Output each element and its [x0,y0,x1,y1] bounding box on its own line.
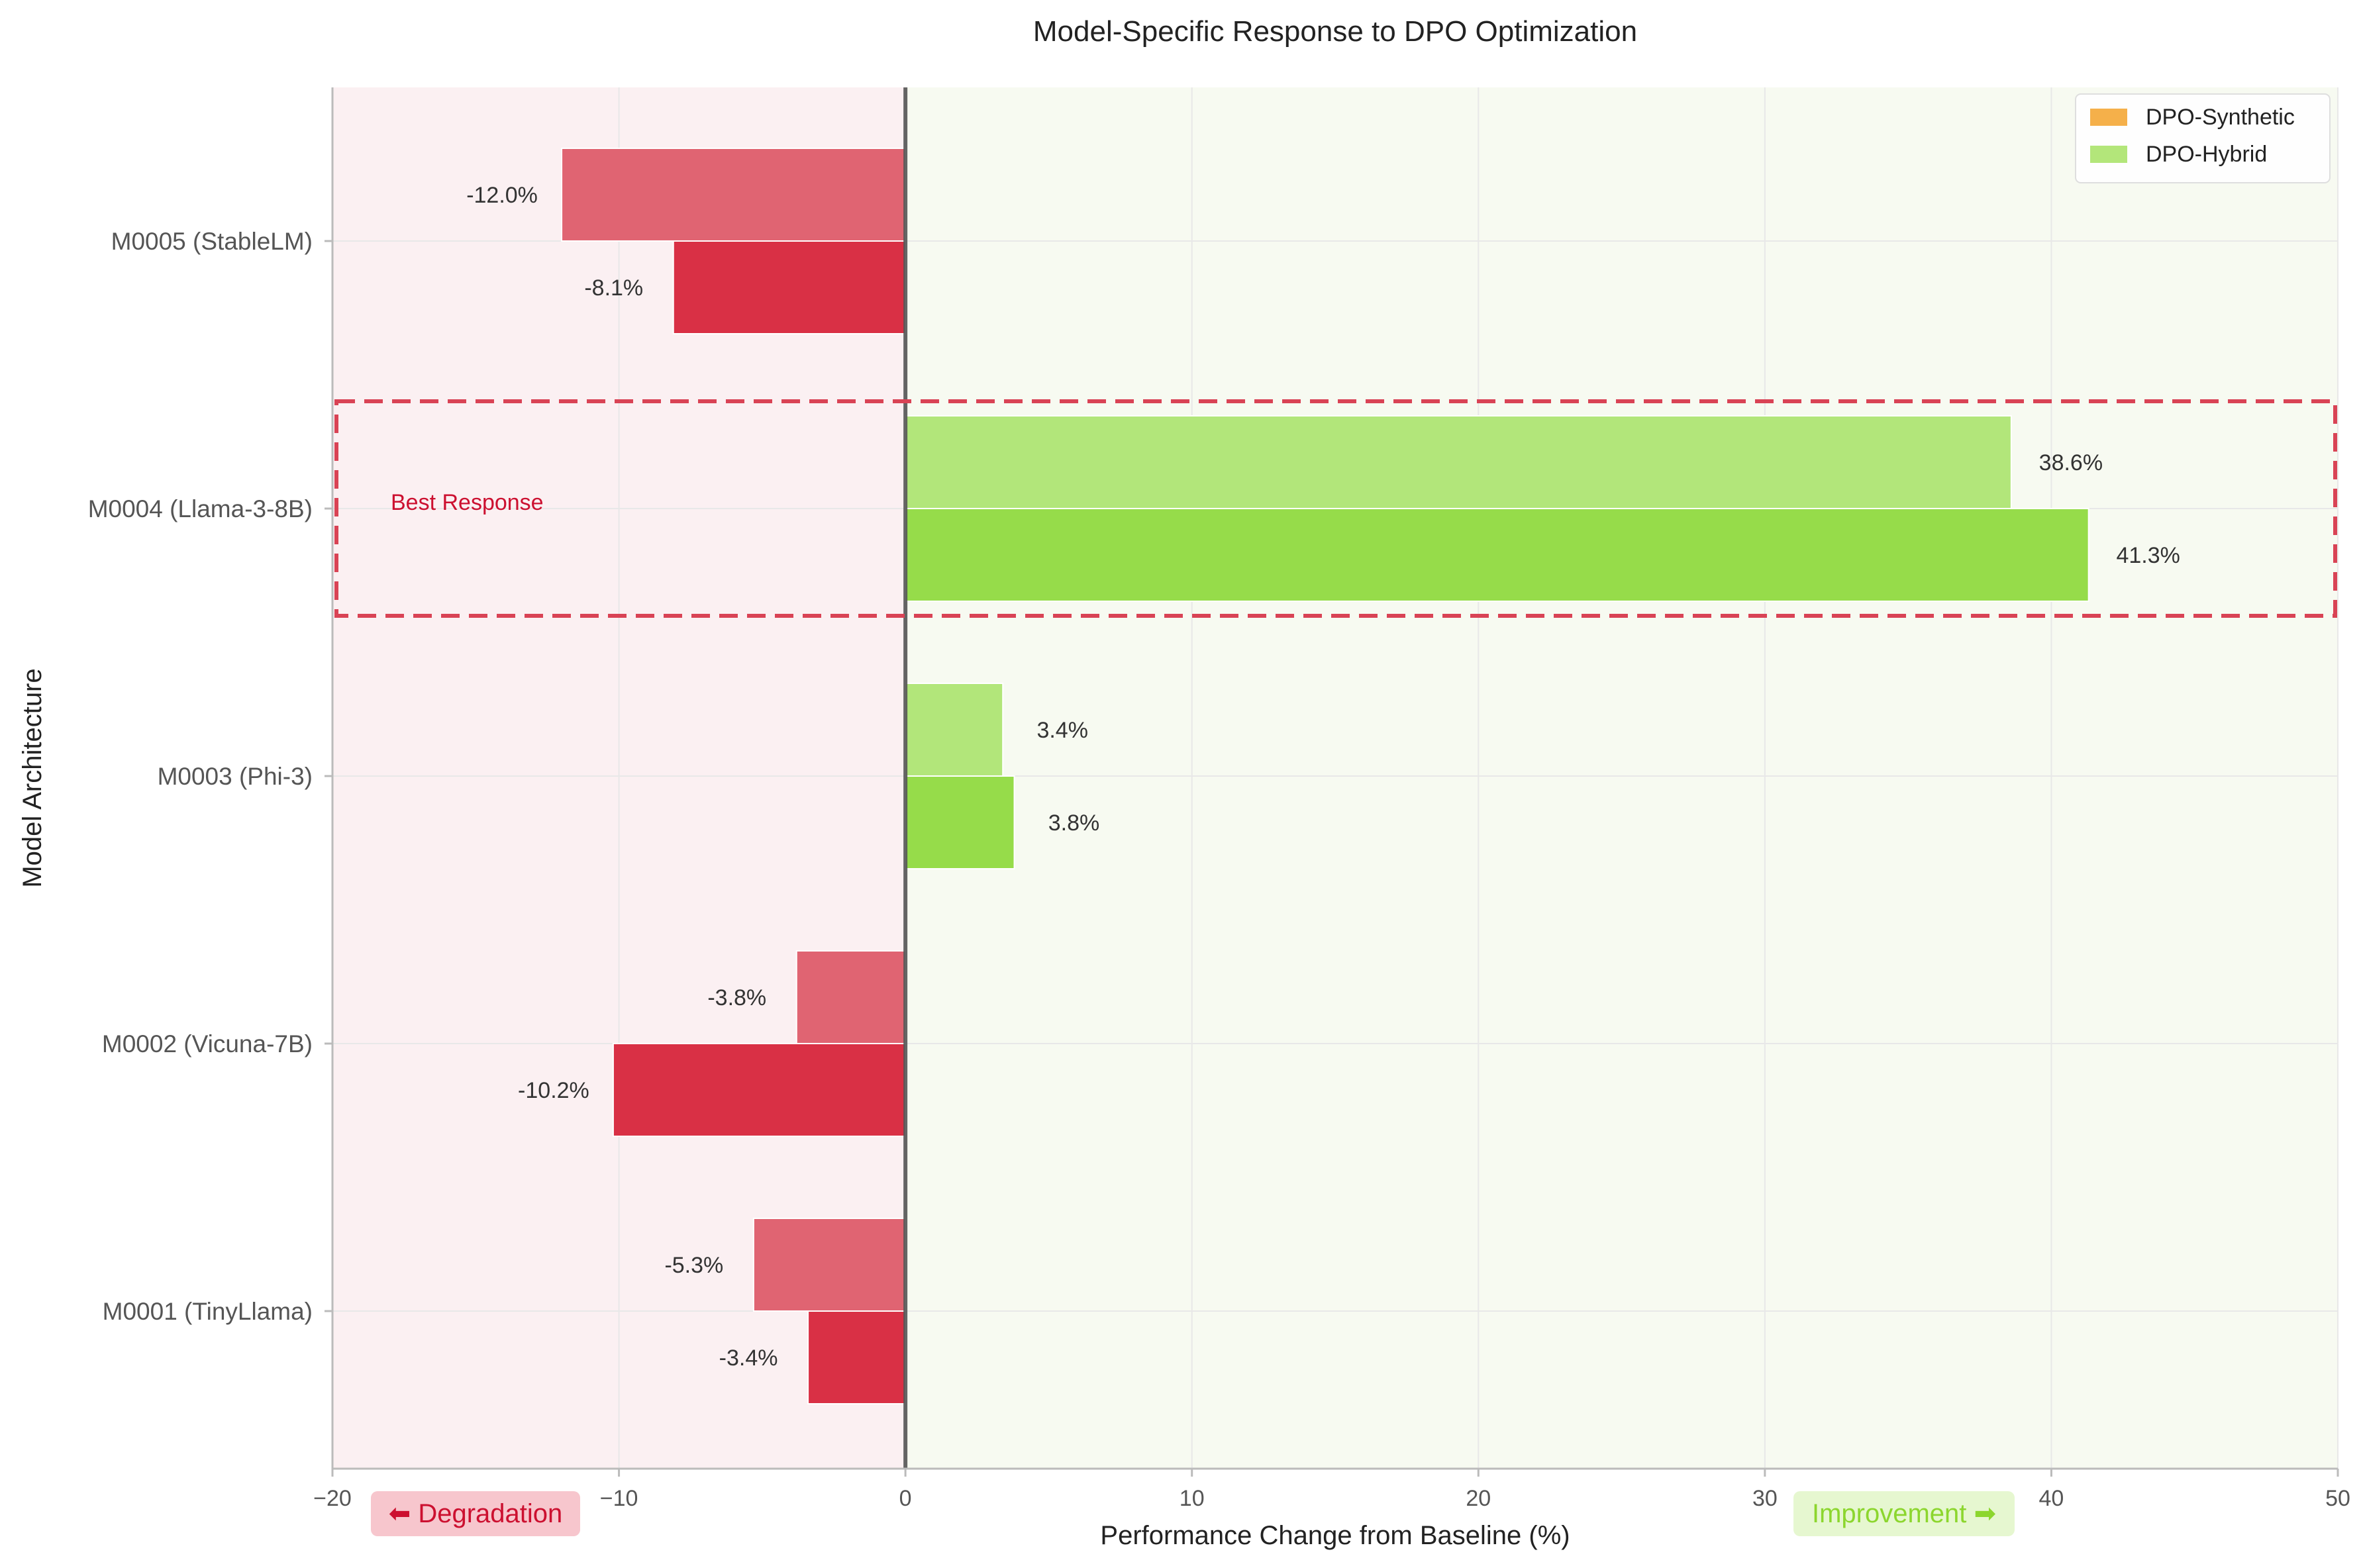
y-tick-label: M0005 (StableLM) [111,228,313,255]
data-label: 3.8% [1048,810,1100,836]
y-tick-label: M0003 (Phi-3) [158,763,313,790]
bar-dpo-synthetic [795,950,907,1044]
degradation-badge: ⬅ Degradation [371,1491,580,1536]
data-label: -3.4% [719,1346,778,1371]
data-label: -10.2% [518,1078,589,1103]
axes [331,87,2338,1470]
x-tick-label: 40 [2039,1486,2064,1511]
bar-dpo-hybrid [672,240,907,334]
legend-label: DPO-Hybrid [2146,142,2267,167]
improvement-badge: Improvement ➡ [1793,1491,2015,1536]
data-label: -3.8% [707,985,766,1010]
legend: DPO-Synthetic DPO-Hybrid [2075,93,2331,183]
y-tick-label: M0004 (Llama-3-8B) [88,495,313,522]
chart-title: Model-Specific Response to DPO Optimizat… [1033,15,1637,48]
y-axis-label: Model Architecture [18,668,47,887]
legend-label: DPO-Synthetic [2146,105,2295,130]
x-tick-label: 20 [1466,1486,1491,1511]
y-tick-label: M0001 (TinyLlama) [103,1298,313,1325]
x-tick-label: −10 [600,1486,638,1511]
bar-dpo-synthetic [905,415,2012,509]
bars [561,148,2089,1404]
best-response-highlight-box [334,399,2337,618]
degradation-badge-label: ⬅ Degradation [389,1499,563,1528]
data-label: -12.0% [466,183,538,208]
x-tick-label: −20 [313,1486,352,1511]
legend-frame [2075,93,2331,183]
x-tick-label: 30 [1752,1486,1778,1511]
improvement-badge-label: Improvement ➡ [1812,1499,1996,1528]
x-tick-label: 50 [2325,1486,2350,1511]
data-label: 3.4% [1036,718,1088,743]
x-axis-label: Performance Change from Baseline (%) [1100,1521,1570,1550]
bar-dpo-hybrid [905,508,2089,602]
y-tick-labels: M0001 (TinyLlama) M0002 (Vicuna-7B) M0003 … [88,228,332,1325]
bar-dpo-synthetic [905,683,1004,777]
bar-dpo-hybrid [612,1043,907,1137]
degradation-badge-background [371,1491,580,1536]
bar-dpo-synthetic [752,1218,907,1312]
improvement-badge-background [1793,1491,2015,1536]
data-label: -5.3% [664,1253,723,1278]
legend-swatch [2090,109,2127,126]
x-tick-label: 0 [899,1486,912,1511]
data-label: 38.6% [2039,450,2103,475]
data-label: 41.3% [2116,543,2180,568]
bar-dpo-hybrid [905,775,1015,869]
legend-swatch [2090,146,2127,163]
x-tick-label: 10 [1180,1486,1205,1511]
bar-dpo-hybrid [807,1310,907,1404]
data-labels: -5.3% -3.8% 3.4% 38.6% -12.0% -3.4% -10.2% 3.8%… [466,183,2180,1371]
improvement-region [905,87,2338,1469]
y-tick-label: M0002 (Vicuna-7B) [102,1030,313,1057]
x-tick-labels: −20 −10 0 10 20 30 40 50 [313,1469,2350,1511]
best-response-label: Best Response [391,490,544,515]
bar-dpo-synthetic [561,148,907,242]
data-label: -8.1% [584,275,643,301]
